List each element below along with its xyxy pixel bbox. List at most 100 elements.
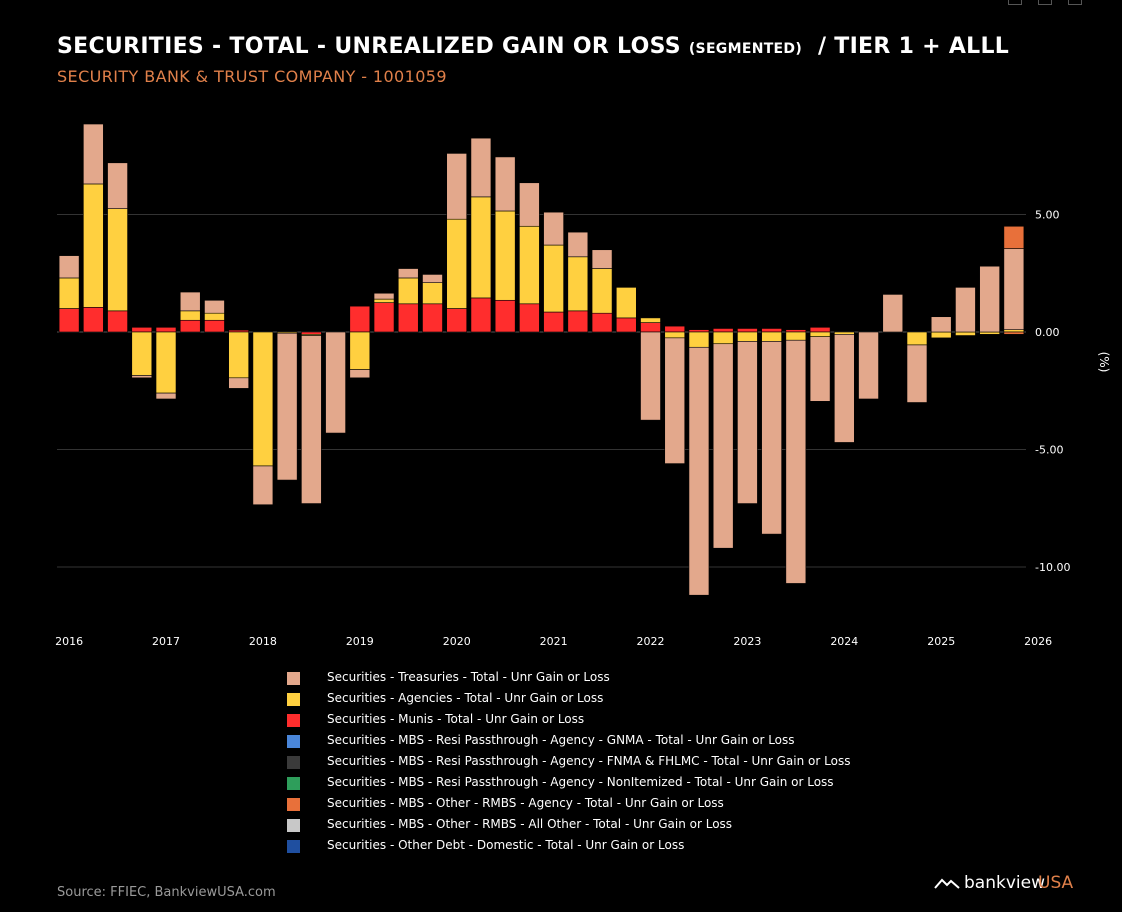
bar-segment[interactable] — [179, 291, 201, 312]
bar-segment[interactable] — [640, 331, 661, 421]
bar-segment[interactable] — [519, 182, 540, 227]
bar-segment[interactable] — [519, 225, 540, 305]
bar-segment[interactable] — [834, 334, 855, 443]
bar-segment[interactable] — [979, 265, 1000, 333]
bar-segment[interactable] — [785, 331, 807, 341]
bar-segment[interactable] — [761, 331, 782, 342]
bar-segment[interactable] — [349, 305, 371, 333]
bar-segment[interactable] — [397, 268, 419, 279]
bar-segment[interactable] — [373, 292, 395, 300]
bar-segment[interactable] — [204, 299, 225, 314]
bar-segment[interactable] — [58, 277, 80, 309]
bar-segment[interactable] — [1003, 248, 1025, 330]
bar-segment[interactable] — [809, 336, 831, 402]
bar-segment[interactable] — [906, 344, 928, 403]
bar-segment[interactable] — [446, 153, 468, 220]
bar-segment[interactable] — [83, 123, 104, 185]
bar-segment[interactable] — [785, 339, 807, 584]
bar-segment[interactable] — [930, 316, 952, 333]
bar-segment[interactable] — [397, 303, 419, 333]
bar-segment[interactable] — [107, 208, 128, 312]
bar-segment[interactable] — [955, 331, 976, 336]
bar-segment[interactable] — [664, 331, 686, 339]
bar-segment[interactable] — [58, 308, 80, 333]
bar-segment[interactable] — [712, 343, 734, 549]
bar-segment[interactable] — [470, 297, 492, 333]
bar-segment[interactable] — [252, 331, 274, 467]
bar-segment[interactable] — [882, 294, 904, 333]
bar-segment[interactable] — [107, 162, 128, 209]
bar-segment[interactable] — [930, 331, 952, 339]
bar-segment[interactable] — [373, 302, 395, 333]
bar-segment[interactable] — [737, 328, 758, 333]
bar-segment[interactable] — [737, 331, 758, 342]
bar-segment[interactable] — [470, 196, 492, 299]
bar-segment[interactable] — [422, 274, 443, 283]
bar-segment[interactable] — [422, 303, 443, 333]
bar-segment[interactable] — [979, 331, 1000, 335]
bar-segment[interactable] — [591, 249, 613, 269]
bar-segment[interactable] — [809, 326, 831, 333]
bar-segment[interactable] — [761, 328, 782, 333]
bar-segment[interactable] — [155, 326, 177, 333]
bar-segment[interactable] — [179, 319, 201, 333]
bar-segment[interactable] — [955, 287, 976, 333]
bar-segment[interactable] — [373, 298, 395, 303]
bar-segment[interactable] — [591, 268, 613, 314]
bar-segment[interactable] — [131, 326, 153, 333]
bar-segment[interactable] — [664, 325, 686, 333]
bar-segment[interactable] — [107, 310, 128, 333]
bar-segment[interactable] — [809, 331, 831, 337]
bar-segment[interactable] — [446, 218, 468, 309]
bar-segment[interactable] — [858, 331, 879, 400]
bar-segment[interactable] — [494, 156, 516, 212]
zoom-icon[interactable] — [1038, 0, 1052, 5]
bar-segment[interactable] — [712, 328, 734, 333]
bar-segment[interactable] — [155, 331, 177, 394]
bar-segment[interactable] — [567, 231, 589, 258]
bar-segment[interactable] — [834, 331, 855, 335]
bar-segment[interactable] — [58, 255, 80, 279]
bar-segment[interactable] — [567, 256, 589, 312]
bar-segment[interactable] — [349, 369, 371, 379]
bar-segment[interactable] — [519, 303, 540, 333]
bar-segment[interactable] — [640, 322, 661, 333]
fullscreen-icon[interactable] — [1068, 0, 1082, 5]
bar-segment[interactable] — [543, 211, 564, 246]
bar-segment[interactable] — [301, 335, 322, 504]
bar-segment[interactable] — [204, 312, 225, 321]
bar-segment[interactable] — [664, 337, 686, 464]
bar-segment[interactable] — [494, 299, 516, 333]
bar-segment[interactable] — [785, 329, 807, 333]
bar-segment[interactable] — [567, 310, 589, 333]
bar-segment[interactable] — [83, 183, 104, 308]
bar-segment[interactable] — [1003, 225, 1025, 249]
bar-segment[interactable] — [615, 317, 637, 333]
bar-segment[interactable] — [228, 377, 249, 389]
bar-segment[interactable] — [591, 312, 613, 333]
bar-segment[interactable] — [688, 346, 710, 596]
export-icon[interactable] — [1008, 0, 1022, 5]
bar-segment[interactable] — [252, 465, 274, 506]
bar-segment[interactable] — [301, 331, 322, 335]
bar-segment[interactable] — [688, 329, 710, 333]
bar-segment[interactable] — [761, 341, 782, 535]
bar-segment[interactable] — [179, 310, 201, 321]
bar-segment[interactable] — [131, 331, 153, 376]
bar-segment[interactable] — [543, 311, 564, 333]
bar-segment[interactable] — [615, 287, 637, 319]
bar-segment[interactable] — [422, 282, 443, 305]
bar-segment[interactable] — [204, 319, 225, 333]
bar-segment[interactable] — [737, 341, 758, 504]
bar-segment[interactable] — [325, 331, 346, 434]
bar-segment[interactable] — [155, 392, 177, 400]
bar-segment[interactable] — [1003, 329, 1025, 333]
bar-segment[interactable] — [640, 317, 661, 323]
bar-segment[interactable] — [906, 331, 928, 346]
bar-segment[interactable] — [349, 331, 371, 370]
bar-segment[interactable] — [688, 331, 710, 348]
bar-segment[interactable] — [228, 331, 249, 379]
bar-segment[interactable] — [1003, 331, 1025, 335]
bar-segment[interactable] — [276, 332, 298, 481]
bar-segment[interactable] — [712, 331, 734, 345]
